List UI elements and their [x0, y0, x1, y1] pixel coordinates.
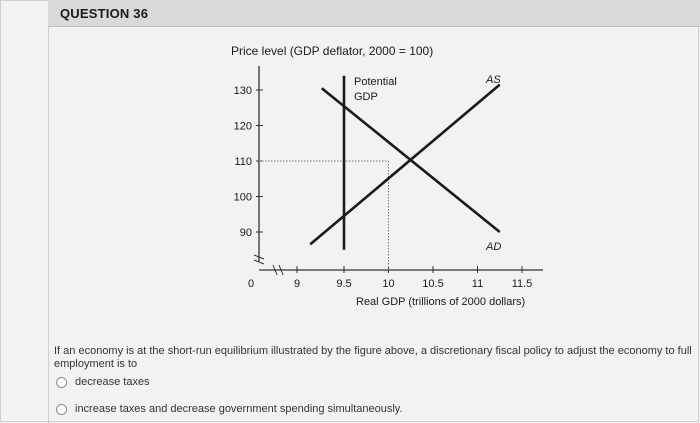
- option-label: increase taxes and decrease government s…: [75, 403, 403, 415]
- x-tick-label: 11: [472, 278, 483, 290]
- x-tick-label: 9.5: [336, 278, 351, 290]
- potential-label: Potential: [354, 76, 397, 88]
- x-axis-label: Real GDP (trillions of 2000 dollars): [356, 296, 525, 308]
- left-rule: [48, 0, 49, 423]
- answer-option[interactable]: decrease taxes: [56, 376, 150, 388]
- radio-button[interactable]: [56, 403, 67, 415]
- ad-label: AD: [485, 241, 501, 253]
- as-curve: [309, 83, 501, 246]
- y-tick-label: 110: [234, 156, 252, 168]
- aggregate-demand-supply-figure: Price level (GDP deflator, 2000 = 100) 9…: [231, 44, 543, 308]
- ad-curve: [320, 87, 501, 234]
- as-label: AS: [485, 74, 501, 86]
- y-tick-label: 90: [240, 227, 252, 239]
- question-header: [48, 0, 700, 27]
- gdp-label: GDP: [354, 91, 378, 103]
- x-tick-label: 11.5: [512, 278, 533, 290]
- question-title: QUESTION 36: [60, 6, 149, 21]
- answer-option[interactable]: increase taxes and decrease government s…: [56, 403, 403, 415]
- y-axis-label: Price level (GDP deflator, 2000 = 100): [231, 44, 433, 58]
- option-label: decrease taxes: [75, 376, 150, 388]
- y-axis-break: [253, 254, 265, 265]
- question-stem: If an economy is at the short-run equili…: [54, 345, 692, 370]
- x-tick-label: 10: [382, 278, 394, 290]
- x-tick-label: 0: [248, 278, 254, 290]
- x-tick-label: 9: [294, 278, 300, 290]
- y-tick-label: 130: [234, 85, 252, 97]
- y-tick-label: 120: [234, 121, 252, 133]
- x-tick-label: 10.5: [422, 278, 443, 290]
- y-tick-label: 100: [234, 192, 252, 204]
- radio-button[interactable]: [56, 376, 67, 388]
- x-axis-break: [272, 264, 284, 276]
